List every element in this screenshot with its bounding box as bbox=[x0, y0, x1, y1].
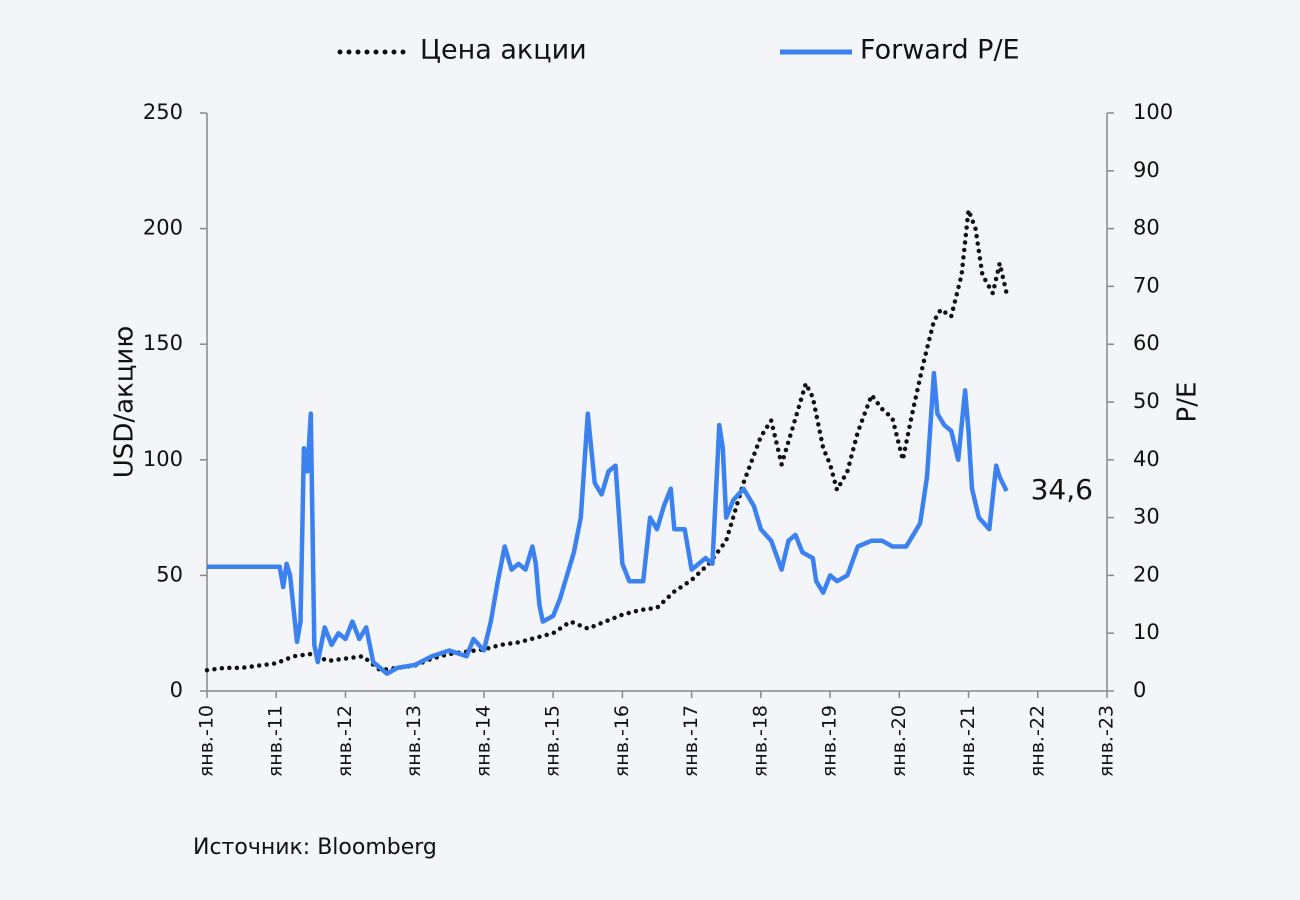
y2-tick-label: 20 bbox=[1133, 562, 1160, 586]
x-tick-label: янв.-16 bbox=[611, 705, 633, 777]
x-tick-label: янв.-17 bbox=[680, 705, 702, 777]
x-tick-label: янв.-10 bbox=[196, 705, 218, 777]
x-tick-label: янв.-15 bbox=[542, 705, 564, 777]
y-tick-label: 100 bbox=[143, 447, 183, 471]
y-tick-label: 200 bbox=[143, 216, 183, 240]
x-tick-label: янв.-23 bbox=[1096, 705, 1118, 777]
x-tick-label: янв.-20 bbox=[888, 705, 910, 777]
x-tick-label: янв.-19 bbox=[819, 705, 841, 777]
x-tick-label: янв.-11 bbox=[265, 705, 287, 777]
x-tick-label: янв.-18 bbox=[749, 705, 771, 777]
y2-tick-label: 90 bbox=[1133, 158, 1160, 182]
y-tick-label: 250 bbox=[143, 100, 183, 124]
y-tick-label: 50 bbox=[156, 562, 183, 586]
y2-tick-label: 50 bbox=[1133, 389, 1160, 413]
y2-tick-label: 40 bbox=[1133, 447, 1160, 471]
y2-tick-label: 10 bbox=[1133, 620, 1160, 644]
y2-tick-label: 80 bbox=[1133, 216, 1160, 240]
x-tick-label: янв.-13 bbox=[403, 705, 425, 777]
legend-label: Forward P/E bbox=[860, 35, 1020, 66]
series-line bbox=[207, 370, 1009, 676]
x-tick-label: янв.-21 bbox=[957, 705, 979, 777]
x-tick-label: янв.-12 bbox=[334, 705, 356, 777]
y2-tick-label: 70 bbox=[1133, 273, 1160, 297]
legend-label: Цена акции bbox=[420, 35, 587, 66]
y-tick-label: 0 bbox=[170, 678, 183, 702]
end-label: 34,6 bbox=[1031, 473, 1093, 506]
y2-tick-label: 30 bbox=[1133, 505, 1160, 529]
y2-tick-label: 0 bbox=[1133, 678, 1146, 702]
source: Источник: Bloomberg bbox=[193, 835, 437, 860]
x-tick-label: янв.-14 bbox=[472, 705, 494, 777]
y-axis-title: USD/акцию bbox=[110, 326, 140, 478]
y2-tick-label: 100 bbox=[1133, 100, 1173, 124]
y2-axis-title: P/E bbox=[1173, 382, 1203, 423]
y2-tick-label: 60 bbox=[1133, 331, 1160, 355]
x-tick-label: янв.-22 bbox=[1026, 705, 1048, 777]
y-tick-label: 150 bbox=[143, 331, 183, 355]
